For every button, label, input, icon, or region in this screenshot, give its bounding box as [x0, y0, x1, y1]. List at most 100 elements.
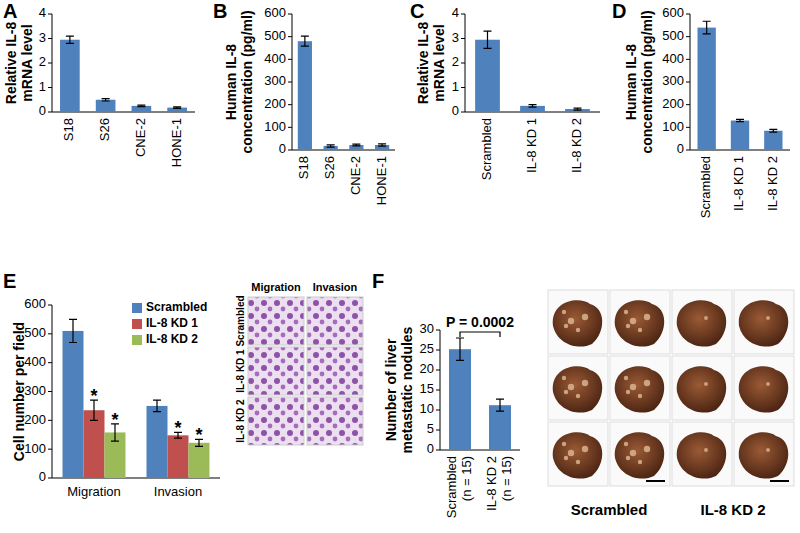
- liver-nodule: [624, 442, 628, 446]
- x-tick-label: HONE-1: [169, 118, 184, 167]
- x-tick-label: IL-8 KD 1: [524, 118, 539, 173]
- panel-label: F: [372, 270, 384, 292]
- y-tick: [436, 370, 440, 371]
- liver-photo: [739, 366, 788, 412]
- bar: [132, 106, 152, 112]
- liver-nodule: [624, 310, 628, 314]
- liver-nodule: [766, 382, 770, 386]
- y-tick: [288, 82, 292, 83]
- bar: [475, 40, 500, 112]
- significance-mark: *: [90, 386, 97, 406]
- y-tick-label: 600: [24, 296, 46, 311]
- liver-nodule: [562, 310, 566, 314]
- y-tick: [288, 59, 292, 60]
- liver-nodule: [626, 324, 630, 328]
- liver-nodule: [576, 460, 580, 464]
- error-bar: [496, 399, 504, 411]
- liver-photo: [553, 432, 602, 478]
- bar: [698, 28, 716, 150]
- y-tick-label: 3: [39, 30, 46, 45]
- liver-photo: [739, 300, 788, 346]
- liver-nodule: [564, 324, 568, 328]
- y-tick-label: 300: [24, 383, 46, 398]
- y-tick-label: 400: [662, 51, 684, 66]
- x-tick-label: (n = 15): [459, 456, 474, 501]
- x-tick-label: Migration: [67, 484, 120, 499]
- x-tick-label: CNE-2: [348, 156, 363, 195]
- error-bar: [484, 31, 492, 48]
- y-tick-label: 1: [39, 79, 46, 94]
- panel-label: D: [612, 0, 626, 22]
- panel-label: B: [213, 0, 227, 22]
- liver-nodule: [630, 450, 636, 456]
- y-tick: [686, 36, 690, 37]
- liver-nodule: [582, 380, 588, 386]
- y-axis-label: mRNA level: [19, 24, 35, 101]
- y-axis-label: concentration (pg/ml): [639, 10, 655, 153]
- liver-nodule: [576, 328, 580, 332]
- y-tick-label: 600: [264, 5, 286, 20]
- x-tick-label: IL-8 KD 1: [731, 156, 746, 211]
- liver-nodule: [704, 316, 708, 320]
- significance-mark: *: [174, 418, 181, 438]
- x-tick-label: S18: [61, 118, 76, 141]
- micrograph-row-label: IL-8 KD 1: [235, 349, 246, 393]
- bar: [731, 121, 749, 150]
- liver-nodule: [766, 448, 770, 452]
- panel-label: A: [3, 0, 17, 22]
- bar: [96, 100, 116, 112]
- y-axis-label: Human IL-8: [223, 44, 239, 120]
- p-value: P = 0.0002: [446, 314, 514, 330]
- error-bar: [69, 319, 77, 342]
- y-tick: [436, 430, 440, 431]
- photo-group-label: IL-8 KD 2: [700, 501, 765, 518]
- error-bar: [173, 107, 181, 108]
- y-tick: [686, 14, 690, 15]
- y-tick-label: 2: [39, 54, 46, 69]
- liver-nodule: [704, 448, 708, 452]
- y-tick-label: 0: [452, 103, 459, 118]
- error-bar: [327, 145, 335, 147]
- bar: [168, 435, 189, 478]
- y-tick: [461, 38, 465, 39]
- x-tick-label: IL-8 KD 2: [484, 456, 499, 511]
- plot-area: [449, 338, 511, 450]
- error-bar: [137, 105, 145, 106]
- y-tick-label: 100: [662, 119, 684, 134]
- bar: [298, 41, 312, 150]
- bar: [449, 349, 471, 450]
- y-tick-label: 25: [420, 341, 434, 356]
- y-tick: [686, 104, 690, 105]
- liver-photo-bg: [734, 290, 794, 354]
- error-bar: [574, 108, 582, 110]
- x-tick-label: S26: [97, 118, 112, 141]
- micrograph-row-label: IL-8 KD 2: [235, 399, 246, 443]
- x-tick-label: CNE-2: [133, 118, 148, 157]
- error-bar: [153, 400, 161, 412]
- y-axis-label: Relative IL-8: [3, 22, 19, 105]
- y-tick-label: 20: [420, 361, 434, 376]
- y-tick: [48, 333, 52, 334]
- y-tick: [461, 87, 465, 88]
- liver-nodule: [638, 394, 642, 398]
- y-tick-label: 0: [39, 469, 46, 484]
- y-tick: [686, 59, 690, 60]
- legend-swatch: [132, 303, 142, 313]
- error-bar: [769, 129, 777, 132]
- liver-nodule: [564, 390, 568, 394]
- y-tick: [48, 14, 52, 15]
- y-axis-label: metastatic nodules: [399, 326, 415, 453]
- liver-photo-bg: [610, 356, 670, 420]
- y-tick: [436, 450, 440, 451]
- y-tick: [48, 478, 52, 479]
- liver-photo: [615, 366, 664, 412]
- y-tick-label: 400: [264, 51, 286, 66]
- liver-photo-bg: [672, 290, 732, 354]
- liver-nodule: [630, 318, 636, 324]
- bar: [167, 108, 187, 112]
- error-bar: [703, 21, 711, 34]
- liver-nodule: [644, 446, 650, 452]
- y-tick: [48, 87, 52, 88]
- panel-label: E: [3, 270, 16, 292]
- bar: [60, 40, 80, 112]
